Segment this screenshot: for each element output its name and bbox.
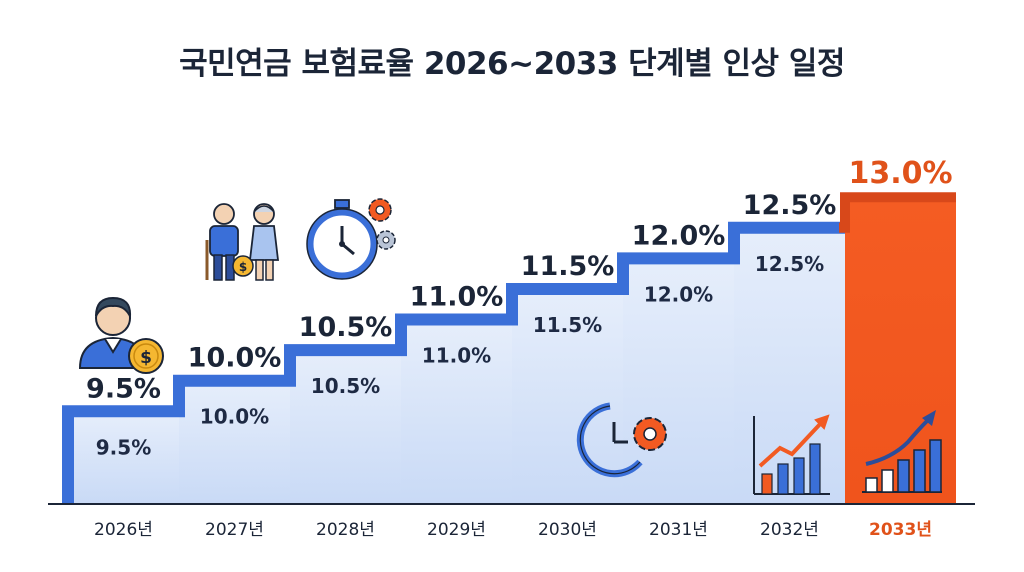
x-tick-2030년: 2030년: [538, 520, 597, 540]
bars: [68, 197, 956, 504]
bar-2028년: [290, 350, 401, 503]
bar-2031년: [623, 258, 734, 503]
inner-label-2028년: 10.5%: [311, 374, 380, 398]
svg-text:$: $: [239, 260, 247, 274]
svg-text:$: $: [140, 348, 152, 368]
bar-2032년: [734, 227, 845, 504]
inner-label-2032년: 12.5%: [755, 252, 824, 276]
bar-chart-up-white-icon: [862, 410, 942, 493]
bar-chart-up-icon: [753, 414, 830, 495]
x-tick-2027년: 2027년: [205, 520, 264, 540]
value-label-2027년: 10.0%: [188, 343, 282, 374]
bar-2030년: [512, 288, 623, 503]
bar-2026년: [68, 411, 179, 503]
value-label-2028년: 10.5%: [299, 312, 393, 343]
x-tick-2032년: 2032년: [760, 520, 819, 540]
x-tick-2026년: 2026년: [94, 520, 153, 540]
highlight-cap: [839, 192, 956, 233]
inner-label-2029년: 11.0%: [422, 344, 491, 368]
value-label-2032년: 12.5%: [743, 190, 837, 221]
x-tick-2028년: 2028년: [316, 520, 375, 540]
inner-label-2031년: 12.0%: [644, 282, 713, 306]
value-label-2030년: 11.5%: [521, 251, 615, 282]
stopwatch-gears-icon: [306, 198, 396, 280]
bar-2027년: [179, 380, 290, 503]
x-tick-2033년: 2033년: [869, 520, 932, 540]
page-title: 국민연금 보험료율 2026~2033 단계별 인상 일정: [179, 46, 845, 82]
bar-2029년: [401, 319, 512, 503]
step-line: [62, 221, 845, 503]
x-tick-2031년: 2031년: [649, 520, 708, 540]
value-label-2026년: 9.5%: [86, 373, 161, 404]
value-label-2029년: 11.0%: [410, 282, 504, 313]
x-tick-2029년: 2029년: [427, 520, 486, 540]
value-label-2033년: 13.0%: [848, 156, 952, 191]
elderly-couple-icon: $: [205, 203, 280, 281]
inner-label-2026년: 9.5%: [96, 435, 151, 459]
inner-label-2027년: 10.0%: [200, 405, 269, 429]
value-label-2031년: 12.0%: [632, 220, 726, 251]
person-coin-icon: $: [78, 296, 164, 374]
inner-label-2030년: 11.5%: [533, 313, 602, 337]
clock-gear-icon: [576, 402, 667, 478]
